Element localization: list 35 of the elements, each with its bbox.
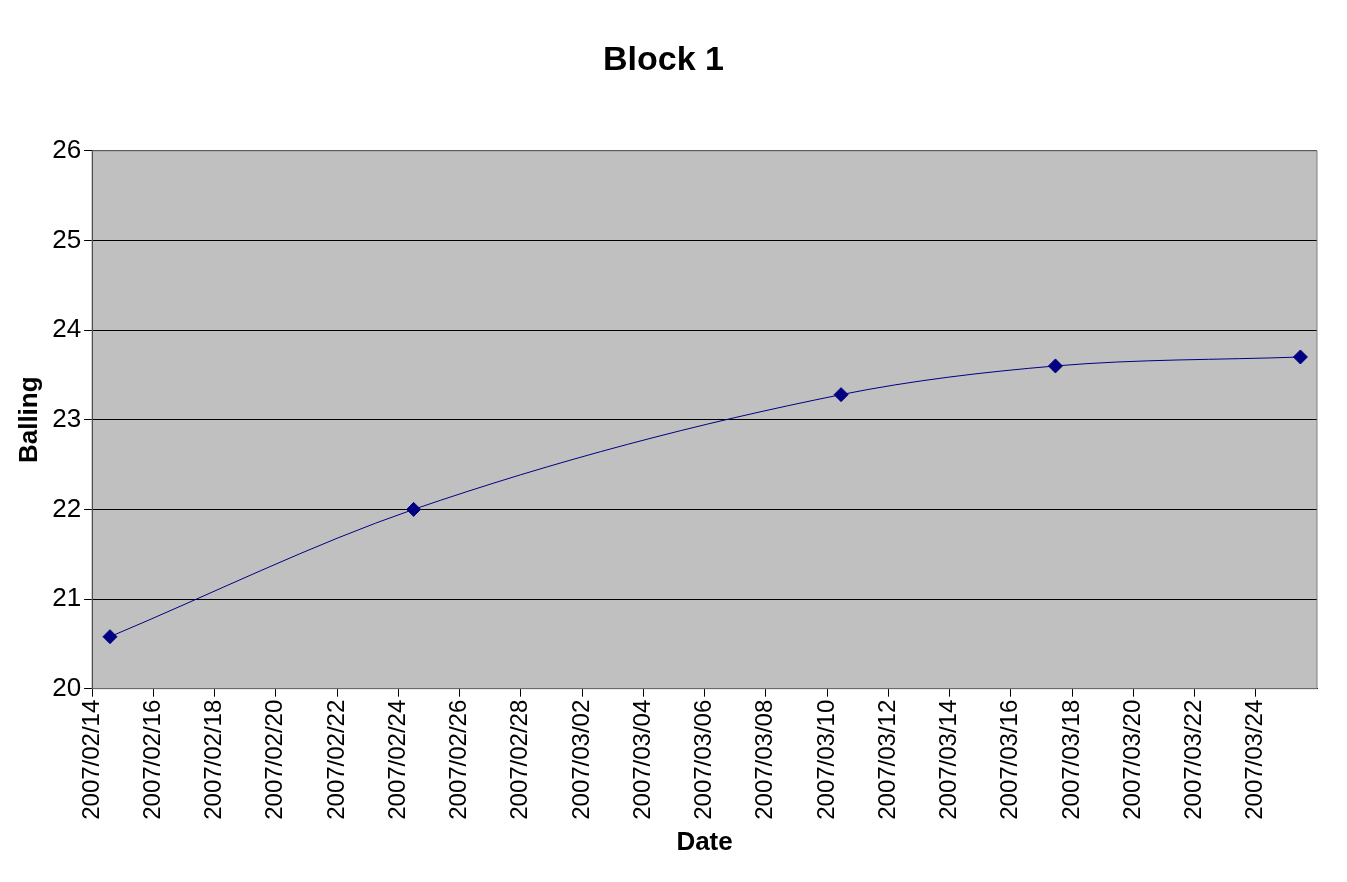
x-tick-label: 2007/02/16 [137, 699, 165, 820]
x-tick-label: 2007/03/16 [995, 699, 1023, 820]
x-tick-label: 2007/03/18 [1056, 699, 1084, 820]
point [833, 387, 849, 403]
y-tick-label: 20 [52, 671, 82, 702]
x-tick-label: 2007/03/06 [689, 699, 717, 820]
x-tick-label: 2007/02/22 [321, 699, 349, 820]
y-axis-title: Balling [12, 376, 43, 464]
x-tick-label: 2007/03/10 [811, 699, 839, 820]
x-tick-label: 2007/03/12 [872, 699, 900, 820]
y-tick-label: 21 [52, 582, 82, 613]
x-tick-label: 2007/03/24 [1240, 699, 1268, 820]
x-axis-title: Date [676, 825, 733, 856]
x-tick-label: 2007/03/04 [627, 699, 655, 820]
x-tick-label: 2007/02/26 [444, 699, 472, 820]
x-tick-label: 2007/03/22 [1179, 699, 1207, 820]
x-tick-label: 2007/02/14 [76, 699, 104, 820]
y-tick-label: 26 [52, 133, 82, 164]
y-tick-label: 25 [52, 223, 82, 254]
y-tick-label: 24 [52, 313, 82, 344]
x-tick-label: 2007/02/18 [199, 699, 227, 820]
x-tick-label: 2007/03/02 [566, 699, 594, 820]
x-tick-label: 2007/03/08 [750, 699, 778, 820]
x-tick-label: 2007/02/28 [505, 699, 533, 820]
y-tick-label: 22 [52, 492, 82, 523]
x-tick-label: 2007/02/20 [260, 699, 288, 820]
point [1047, 358, 1063, 374]
x-tick-label: 2007/03/20 [1117, 699, 1145, 820]
chart-title: Block 1 [603, 38, 724, 77]
point [102, 629, 118, 645]
point [406, 501, 422, 517]
x-tick-label: 2007/02/24 [382, 699, 410, 820]
x-tick-label: 2007/03/14 [934, 699, 962, 820]
y-tick-label: 23 [52, 402, 82, 433]
point [1292, 349, 1308, 365]
